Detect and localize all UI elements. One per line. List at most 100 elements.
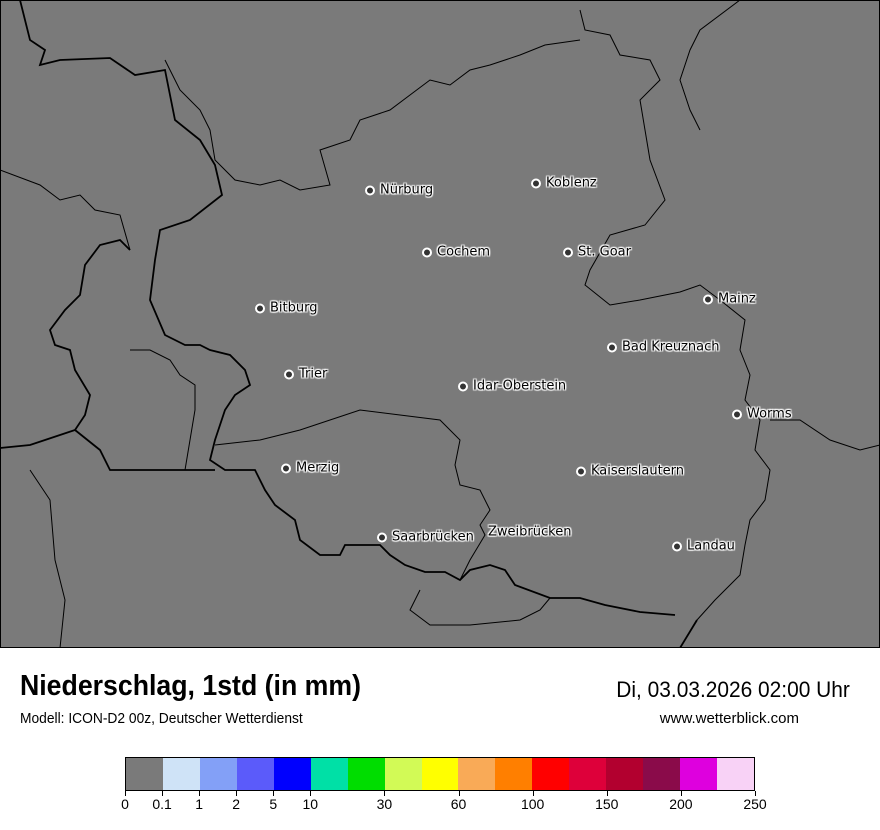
city-dot-icon <box>255 303 265 313</box>
color-legend <box>125 757 755 791</box>
city-marker: Bitburg <box>255 301 318 316</box>
city-dot-icon <box>703 294 713 304</box>
map-title: Niederschlag, 1std (in mm) <box>20 670 362 702</box>
legend-ticks: 0 0.1 1 2 5 10 30 60 100 150 200 250 <box>121 791 767 821</box>
city-name: Nürburg <box>380 182 434 198</box>
legend-tick-label: 0.1 <box>152 796 172 812</box>
state-border <box>164 39 581 191</box>
legend-tick <box>310 791 312 796</box>
city-marker: Cochem <box>422 245 490 260</box>
legend-swatch <box>680 758 717 790</box>
legend-swatch <box>199 758 237 790</box>
city-name: Saarbrücken <box>392 529 474 545</box>
legend-tick <box>236 791 238 796</box>
city-dot-icon <box>563 247 573 257</box>
city-marker: Landau <box>672 539 735 554</box>
country-border <box>19 0 676 616</box>
legend-tick <box>532 791 534 796</box>
city-dot-icon <box>365 185 375 195</box>
legend-tick-label: 0 <box>121 796 129 812</box>
legend-swatch <box>532 758 570 790</box>
legend-swatch <box>126 758 163 790</box>
city-name: Cochem <box>437 244 491 260</box>
country-border <box>0 239 131 449</box>
city-marker: Zweibrücken <box>488 525 571 540</box>
city-name: Koblenz <box>546 175 597 191</box>
city-dot-icon <box>458 381 468 391</box>
city-name: Mainz <box>718 291 756 307</box>
city-name: Trier <box>299 366 328 382</box>
city-name: Idar-Oberstein <box>473 378 567 394</box>
legend-swatch <box>495 758 533 790</box>
legend-swatch <box>606 758 644 790</box>
city-marker: Kaiserslautern <box>576 464 684 479</box>
legend-swatch <box>569 758 607 790</box>
legend-tick-label: 5 <box>269 796 278 812</box>
city-dot-icon <box>607 342 617 352</box>
state-border <box>579 9 771 621</box>
city-marker: Trier <box>284 367 327 382</box>
legend-swatch <box>717 758 754 790</box>
legend-tick <box>384 791 386 796</box>
legend-tick-label: 150 <box>595 796 619 812</box>
border <box>0 169 131 251</box>
legend-swatch <box>162 758 200 790</box>
city-name: Kaiserslautern <box>591 463 685 479</box>
city-dot-icon <box>672 541 682 551</box>
legend-swatch <box>273 758 311 790</box>
legend-swatch <box>384 758 422 790</box>
legend-swatch <box>421 758 459 790</box>
city-dot-icon <box>422 247 432 257</box>
border <box>409 589 551 626</box>
city-dot-icon <box>284 369 294 379</box>
country-border <box>74 429 215 471</box>
city-name: Landau <box>687 538 735 554</box>
country-border <box>679 619 698 648</box>
legend-tick-label: 250 <box>743 796 767 812</box>
legend-tick-label: 200 <box>669 796 693 812</box>
city-name: St. Goar <box>578 244 631 260</box>
city-dot-icon <box>377 532 387 542</box>
forecast-datetime: Di, 03.03.2026 02:00 Uhr <box>616 677 850 702</box>
legend-tick-label: 2 <box>232 796 241 812</box>
city-marker: Worms <box>732 407 792 422</box>
city-dot-icon <box>732 409 742 419</box>
city-dot-icon <box>531 178 541 188</box>
city-marker: Bad Kreuznach <box>607 340 720 355</box>
legend-swatch <box>458 758 496 790</box>
legend-swatch <box>643 758 681 790</box>
legend-tick <box>606 791 608 796</box>
border <box>679 0 741 131</box>
legend-tick-label: 30 <box>376 796 393 812</box>
legend-tick-label: 100 <box>520 796 545 812</box>
city-name: Worms <box>747 406 792 422</box>
legend-tick <box>273 791 275 796</box>
legend-tick <box>680 791 682 796</box>
city-name: Zweibrücken <box>488 524 572 540</box>
city-marker: Mainz <box>703 292 756 307</box>
state-border <box>130 349 196 471</box>
city-name: Merzig <box>296 460 340 476</box>
city-marker: Nürburg <box>365 183 433 198</box>
legend-tick <box>755 791 756 796</box>
legend-tick <box>458 791 460 796</box>
city-marker: St. Goar <box>563 245 631 260</box>
model-info: Modell: ICON-D2 00z, Deutscher Wetterdie… <box>20 710 303 727</box>
city-dot-icon <box>576 466 586 476</box>
website-link[interactable]: www.wetterblick.com <box>659 710 799 727</box>
legend-tick-label: 60 <box>450 796 467 812</box>
city-marker: Saarbrücken <box>377 530 474 545</box>
legend-tick <box>162 791 164 796</box>
city-dot-icon <box>281 463 291 473</box>
legend-tick <box>199 791 201 796</box>
city-name: Bad Kreuznach <box>622 339 720 355</box>
legend-tick-label: 10 <box>302 796 319 812</box>
legend-tick <box>125 791 126 796</box>
city-marker: Koblenz <box>531 176 597 191</box>
city-name: Bitburg <box>270 300 318 316</box>
legend-swatch <box>347 758 385 790</box>
border <box>29 469 66 648</box>
legend-swatch <box>236 758 274 790</box>
state-border <box>214 409 491 581</box>
border <box>770 419 880 451</box>
